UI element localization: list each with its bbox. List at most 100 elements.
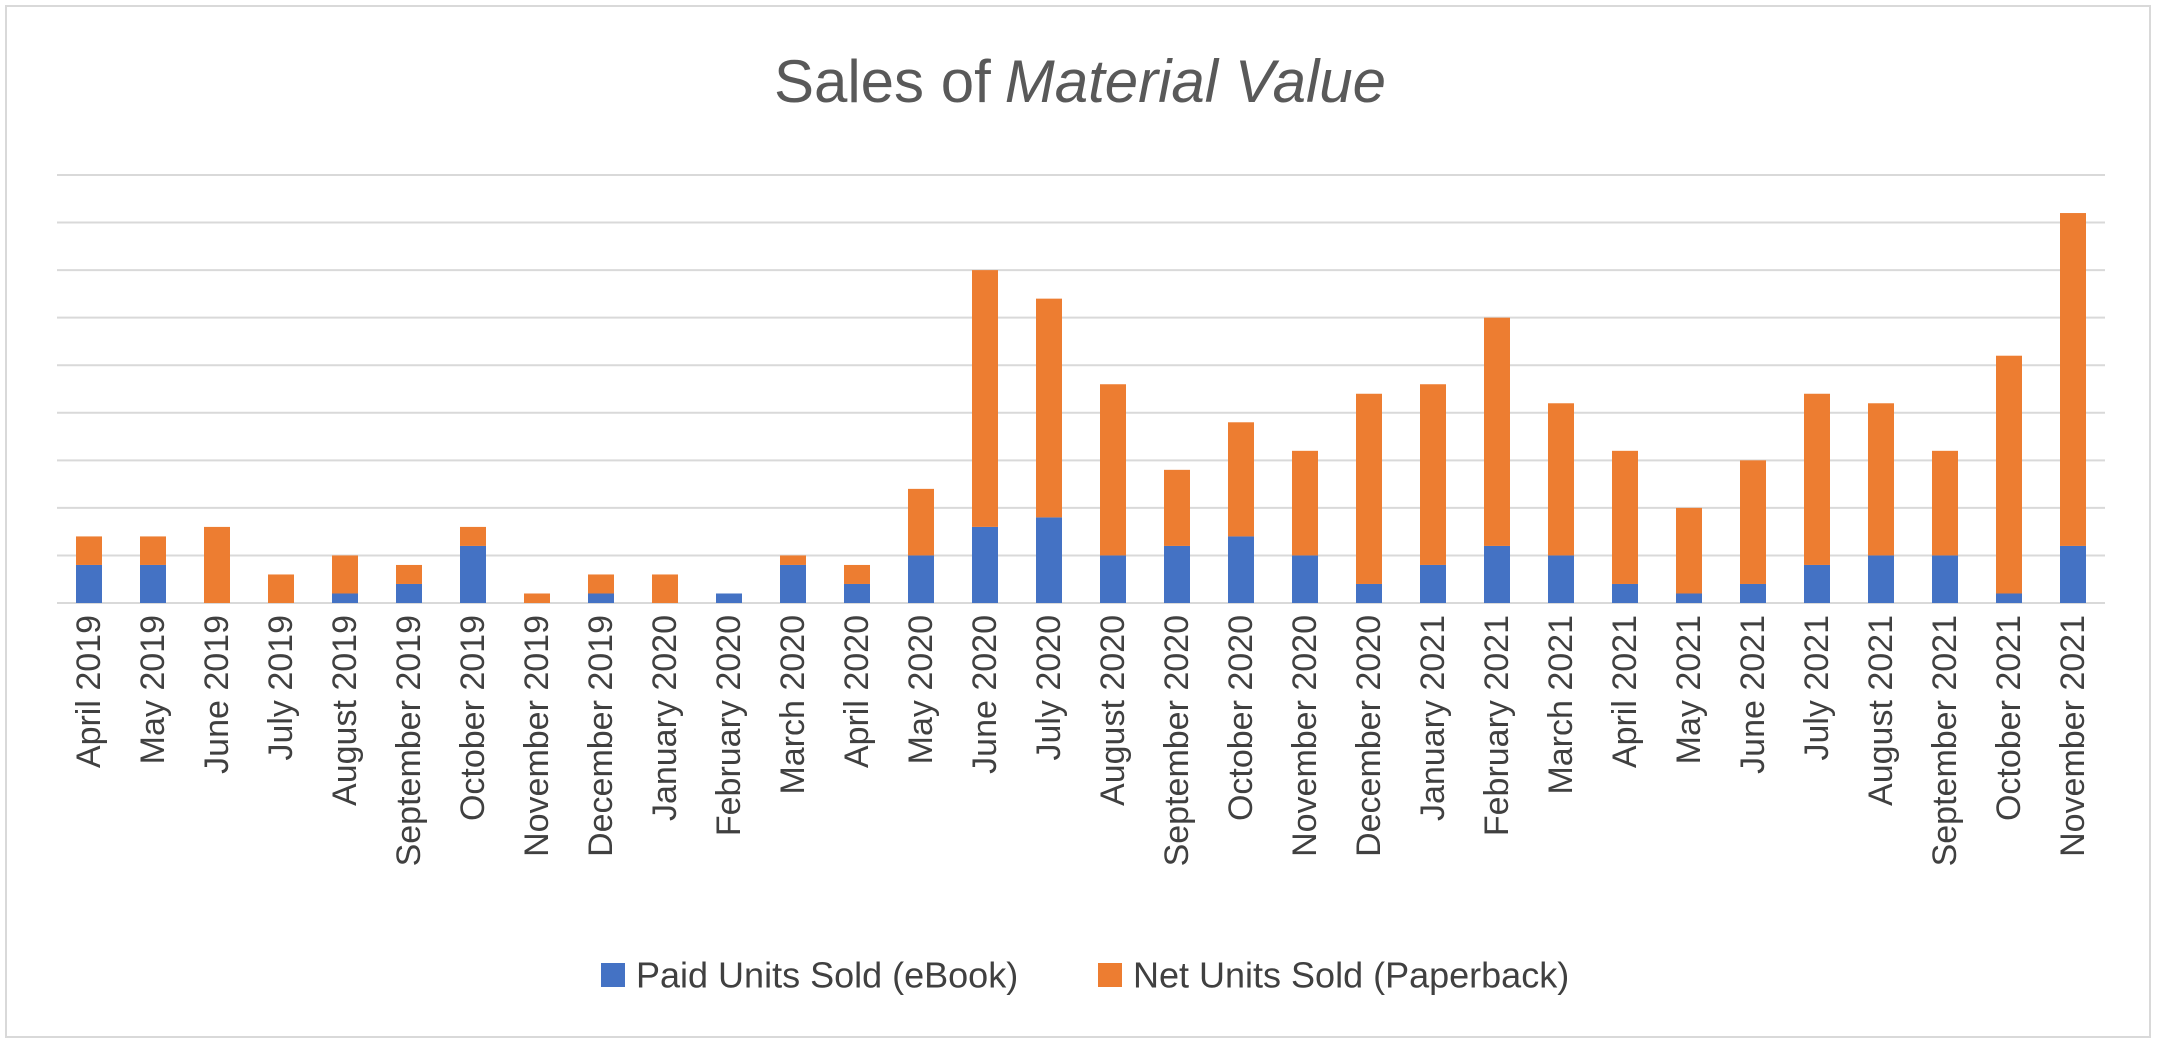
gridlines <box>57 174 2105 604</box>
category-label-20: December 2020 <box>1350 615 1388 857</box>
legend-label-paperback: Net Units Sold (Paperback) <box>1133 955 1569 996</box>
chart-title-main: Sales of <box>774 48 991 115</box>
category-label-1: May 2019 <box>134 615 172 764</box>
bar-paperback-15 <box>1036 298 1062 518</box>
bar-paperback-21 <box>1420 384 1446 565</box>
category-label-0: April 2019 <box>70 615 108 768</box>
category-label-7: November 2019 <box>518 615 556 857</box>
bar-paperback-6 <box>460 526 486 546</box>
bar-paperback-1 <box>140 536 166 565</box>
bar-paperback-3 <box>268 574 294 603</box>
category-label-14: June 2020 <box>966 615 1004 774</box>
chart-title-emphasis: Material Value <box>1005 48 1386 115</box>
bar-ebook-0 <box>76 564 102 603</box>
category-label-6: October 2019 <box>454 615 492 821</box>
bar-paperback-11 <box>780 555 806 565</box>
bar-ebook-16 <box>1100 555 1126 603</box>
category-label-30: October 2021 <box>1990 615 2028 821</box>
bar-ebook-23 <box>1548 555 1574 603</box>
bar-chart: Sales of Material Value April 2019 May 201… <box>57 48 2105 996</box>
bar-ebook-5 <box>396 583 422 603</box>
bar-paperback-16 <box>1100 384 1126 556</box>
bar-paperback-28 <box>1868 403 1894 556</box>
bar-ebook-6 <box>460 545 486 603</box>
category-label-23: March 2021 <box>1542 615 1580 795</box>
bar-ebook-14 <box>972 526 998 603</box>
category-label-13: May 2020 <box>902 615 940 764</box>
legend: Paid Units Sold (eBook) Net Units Sold (P… <box>601 955 1569 996</box>
bar-ebook-31 <box>2060 545 2086 603</box>
bar-paperback-31 <box>2060 213 2086 546</box>
category-label-28: August 2021 <box>1862 615 1900 806</box>
bar-paperback-25 <box>1676 507 1702 594</box>
bar-paperback-24 <box>1612 450 1638 584</box>
bar-ebook-24 <box>1612 583 1638 603</box>
bar-paperback-5 <box>396 564 422 584</box>
category-label-3: July 2019 <box>262 615 300 761</box>
category-label-11: March 2020 <box>774 615 812 795</box>
bar-paperback-0 <box>76 536 102 565</box>
bar-paperback-12 <box>844 564 870 584</box>
category-label-26: June 2021 <box>1734 615 1772 774</box>
bar-ebook-28 <box>1868 555 1894 603</box>
bar-paperback-18 <box>1228 422 1254 537</box>
category-label-15: July 2020 <box>1030 615 1068 761</box>
bar-ebook-18 <box>1228 536 1254 603</box>
bar-ebook-8 <box>588 593 614 603</box>
category-label-5: September 2019 <box>390 615 428 866</box>
bar-ebook-30 <box>1996 593 2022 603</box>
bar-paperback-17 <box>1164 469 1190 546</box>
bar-paperback-23 <box>1548 403 1574 556</box>
bar-ebook-29 <box>1932 555 1958 603</box>
legend-label-ebook: Paid Units Sold (eBook) <box>636 955 1018 996</box>
category-label-25: May 2021 <box>1670 615 1708 764</box>
bar-ebook-25 <box>1676 593 1702 603</box>
bar-ebook-13 <box>908 555 934 603</box>
bar-paperback-29 <box>1932 450 1958 556</box>
bar-paperback-2 <box>204 526 230 603</box>
bar-paperback-30 <box>1996 355 2022 594</box>
bar-paperback-9 <box>652 574 678 603</box>
category-label-8: December 2019 <box>582 615 620 857</box>
bar-ebook-12 <box>844 583 870 603</box>
bar-ebook-10 <box>716 593 742 603</box>
bar-ebook-27 <box>1804 564 1830 603</box>
category-label-17: September 2020 <box>1158 615 1196 866</box>
bar-ebook-4 <box>332 593 358 603</box>
bar-paperback-27 <box>1804 393 1830 565</box>
bar-ebook-1 <box>140 564 166 603</box>
category-label-19: November 2020 <box>1286 615 1324 857</box>
bar-ebook-17 <box>1164 545 1190 603</box>
bar-ebook-21 <box>1420 564 1446 603</box>
bars <box>76 213 2086 603</box>
category-label-18: October 2020 <box>1222 615 1260 821</box>
bar-ebook-15 <box>1036 517 1062 603</box>
bar-paperback-14 <box>972 270 998 527</box>
bar-paperback-20 <box>1356 393 1382 584</box>
bar-ebook-11 <box>780 564 806 603</box>
category-label-10: February 2020 <box>710 615 748 836</box>
category-label-16: August 2020 <box>1094 615 1132 806</box>
bar-paperback-26 <box>1740 460 1766 584</box>
category-label-27: July 2021 <box>1798 615 1836 761</box>
category-label-29: September 2021 <box>1926 615 1964 866</box>
bar-ebook-26 <box>1740 583 1766 603</box>
category-label-12: April 2020 <box>838 615 876 768</box>
bar-ebook-20 <box>1356 583 1382 603</box>
legend-swatch-paperback <box>1098 963 1122 987</box>
category-label-22: February 2021 <box>1478 615 1516 836</box>
bar-paperback-19 <box>1292 450 1318 556</box>
chart-frame: Sales of Material Value April 2019 May 201… <box>5 5 2151 1038</box>
category-label-31: November 2021 <box>2054 615 2092 857</box>
category-labels: April 2019 May 2019 June 2019 July 2019 Augu… <box>70 615 2092 866</box>
bar-paperback-7 <box>524 593 550 603</box>
bar-paperback-13 <box>908 488 934 556</box>
category-label-4: August 2019 <box>326 615 364 806</box>
category-label-9: January 2020 <box>646 615 684 821</box>
bar-paperback-22 <box>1484 317 1510 546</box>
category-label-2: June 2019 <box>198 615 236 774</box>
legend-swatch-ebook <box>601 963 625 987</box>
bar-paperback-4 <box>332 555 358 594</box>
chart-title: Sales of Material Value <box>774 48 1386 115</box>
bar-paperback-8 <box>588 574 614 594</box>
